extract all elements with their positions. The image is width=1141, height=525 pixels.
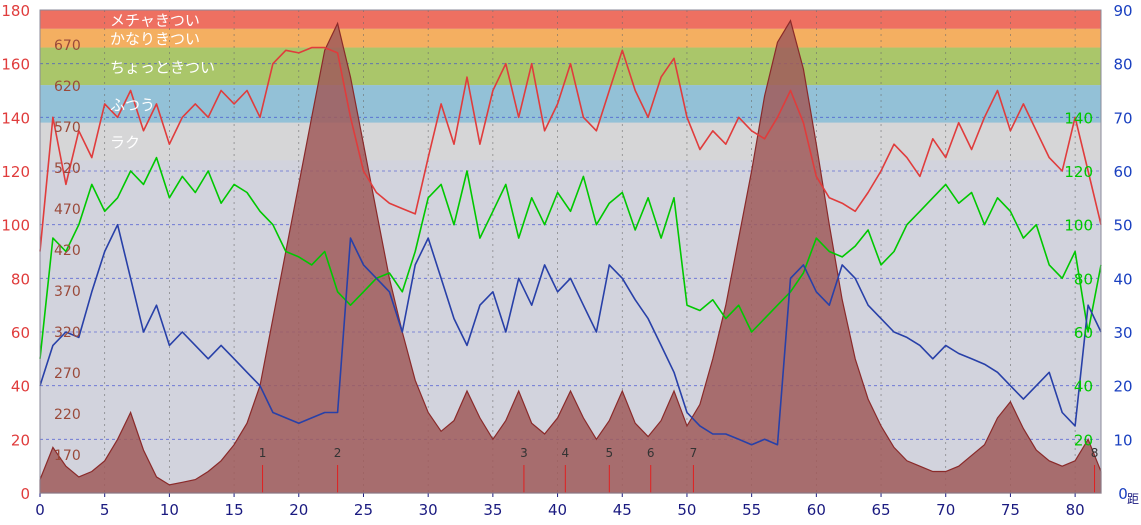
x-tick-label-11: 55	[742, 501, 761, 519]
zone-label-3: ふつう	[110, 96, 155, 114]
y-right-label-8: 80	[1113, 56, 1132, 74]
y-inner-label-9: 620	[54, 79, 81, 95]
marker-label-0: 1	[259, 446, 267, 460]
marker-label-6: 7	[690, 446, 698, 460]
x-tick-label-5: 25	[354, 501, 373, 519]
zone-band-1	[40, 28, 1101, 48]
y-right-label-9: 90	[1113, 2, 1132, 20]
y-green-label-4: 100	[1064, 217, 1093, 235]
y-right-label-6: 60	[1113, 163, 1132, 181]
y-left-label-2: 40	[11, 378, 30, 396]
y-inner-label-10: 670	[54, 38, 81, 54]
x-tick-label-1: 5	[100, 501, 110, 519]
x-tick-label-13: 65	[871, 501, 890, 519]
y-right-label-0: 0	[1118, 485, 1128, 503]
series-red-line	[39, 46, 1102, 252]
x-tick-label-2: 10	[160, 501, 179, 519]
zone-label-4: ラク	[110, 133, 140, 151]
y-right-label-7: 70	[1113, 109, 1132, 127]
y-left-label-9: 180	[1, 2, 30, 20]
zone-label-1: かなりきつい	[110, 30, 200, 48]
x-tick-label-3: 15	[225, 501, 244, 519]
x-tick-label-8: 40	[548, 501, 567, 519]
x-tick-label-12: 60	[807, 501, 826, 519]
y-inner-label-8: 570	[54, 120, 81, 136]
y-left-label-7: 140	[1, 109, 30, 127]
y-inner-label-1: 220	[54, 407, 81, 423]
y-left-label-6: 120	[1, 163, 30, 181]
series-elevation-area	[39, 19, 1102, 494]
y-left-label-4: 80	[11, 270, 30, 288]
x-unit-label: 距	[1127, 492, 1139, 506]
zone-band-0	[40, 10, 1101, 29]
y-green-label-5: 120	[1064, 163, 1093, 181]
y-right-label-4: 40	[1113, 270, 1132, 288]
marker-label-4: 5	[605, 446, 613, 460]
y-right-label-1: 10	[1113, 431, 1132, 449]
x-tick-label-6: 30	[419, 501, 438, 519]
marker-label-2: 3	[520, 446, 528, 460]
x-tick-label-10: 50	[677, 501, 696, 519]
y-green-label-0: 20	[1074, 431, 1093, 449]
y-left-label-1: 20	[11, 431, 30, 449]
y-green-label-3: 80	[1074, 270, 1093, 288]
y-left-label-8: 160	[1, 56, 30, 74]
x-tick-label-16: 80	[1066, 501, 1085, 519]
series-blue-line	[39, 223, 1102, 446]
zone-label-2: ちょっときつい	[110, 58, 215, 76]
y-green-label-1: 40	[1074, 378, 1093, 396]
x-tick-label-9: 45	[613, 501, 632, 519]
y-inner-label-0: 170	[54, 448, 81, 464]
y-right-label-2: 20	[1113, 378, 1132, 396]
x-tick-label-7: 35	[483, 501, 502, 519]
zone-label-0: メチャきつい	[110, 11, 200, 29]
y-left-label-3: 60	[11, 324, 30, 342]
y-inner-label-4: 370	[54, 284, 81, 300]
y-inner-label-2: 270	[54, 366, 81, 382]
marker-label-5: 6	[647, 446, 655, 460]
y-green-label-2: 60	[1074, 324, 1093, 342]
x-tick-label-0: 0	[35, 501, 45, 519]
y-inner-label-7: 520	[54, 161, 81, 177]
marker-label-7: 8	[1091, 446, 1099, 460]
y-green-label-6: 140	[1064, 109, 1093, 127]
x-tick-label-4: 20	[289, 501, 308, 519]
zone-band-3	[40, 85, 1101, 123]
y-inner-label-6: 470	[54, 202, 81, 218]
zone-band-4	[40, 122, 1101, 161]
y-inner-label-3: 320	[54, 325, 81, 341]
y-left-label-5: 100	[1, 217, 30, 235]
series-green-line	[39, 156, 1102, 359]
marker-label-1: 2	[334, 446, 342, 460]
x-tick-label-15: 75	[1001, 501, 1020, 519]
plot-frame	[39, 9, 1102, 494]
marker-label-3: 4	[562, 446, 570, 460]
y-right-label-3: 30	[1113, 324, 1132, 342]
y-inner-label-5: 420	[54, 243, 81, 259]
x-tick-label-14: 70	[936, 501, 955, 519]
y-right-label-5: 50	[1113, 217, 1132, 235]
y-left-label-0: 0	[20, 485, 30, 503]
